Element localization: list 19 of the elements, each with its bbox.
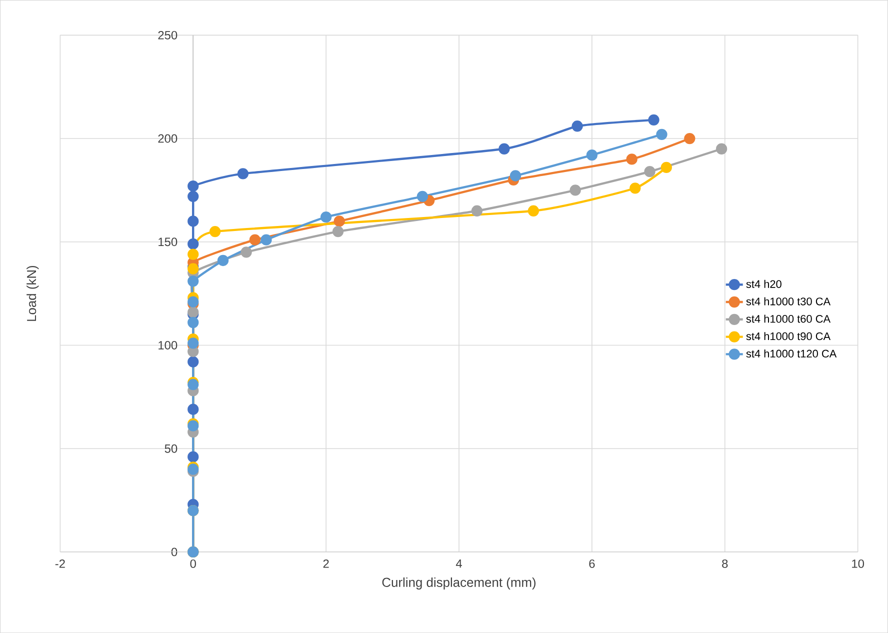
- y-tick-label: 100: [158, 340, 178, 350]
- x-tick-label: 2: [323, 559, 329, 568]
- legend-label: st4 h1000 t60 CA: [746, 314, 831, 323]
- legend-label: st4 h20: [746, 280, 782, 288]
- y-tick-label: 200: [158, 134, 178, 143]
- y-tick-label: 150: [158, 238, 178, 246]
- x-tick-label: -2: [55, 559, 65, 568]
- x-tick-label: 4: [456, 559, 462, 568]
- x-tick-label: 10: [852, 559, 864, 568]
- x-tick-label: 0: [190, 559, 196, 568]
- legend-label: st4 h1000 t90 CA: [746, 332, 831, 340]
- x-tick-label: 6: [589, 559, 595, 568]
- y-tick-label: 50: [164, 444, 178, 453]
- legend-label: st4 h1000 t120 CA: [746, 349, 837, 358]
- y-tick-label: 250: [158, 30, 178, 40]
- y-axis-title: Load (kN): [26, 266, 39, 321]
- x-tick-label: 8: [722, 559, 728, 568]
- legend-label: st4 h1000 t30 CA: [746, 297, 831, 306]
- x-axis-title: Curling displacement (mm): [382, 577, 536, 590]
